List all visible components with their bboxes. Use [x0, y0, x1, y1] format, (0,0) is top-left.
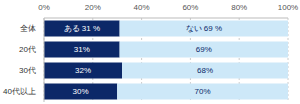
svg-text:30代: 30代 [19, 66, 36, 75]
svg-text:32%: 32% [75, 66, 91, 75]
svg-text:全体: 全体 [20, 24, 36, 33]
svg-text:60%: 60% [182, 3, 198, 12]
svg-text:80%: 80% [231, 3, 247, 12]
svg-text:70%: 70% [195, 87, 211, 96]
svg-text:0%: 0% [38, 3, 50, 12]
svg-text:20%: 20% [85, 3, 101, 12]
svg-text:31%: 31% [74, 45, 90, 54]
svg-text:20代: 20代 [19, 45, 36, 54]
svg-text:40代以上: 40代以上 [8, 87, 36, 96]
svg-text:ある 31 %: ある 31 % [64, 24, 100, 33]
svg-text:100%: 100% [278, 3, 292, 12]
svg-text:30%: 30% [73, 87, 89, 96]
svg-text:ない 69 %: ない 69 % [186, 24, 222, 33]
svg-text:68%: 68% [197, 66, 213, 75]
svg-text:40%: 40% [134, 3, 150, 12]
svg-text:69%: 69% [196, 45, 212, 54]
